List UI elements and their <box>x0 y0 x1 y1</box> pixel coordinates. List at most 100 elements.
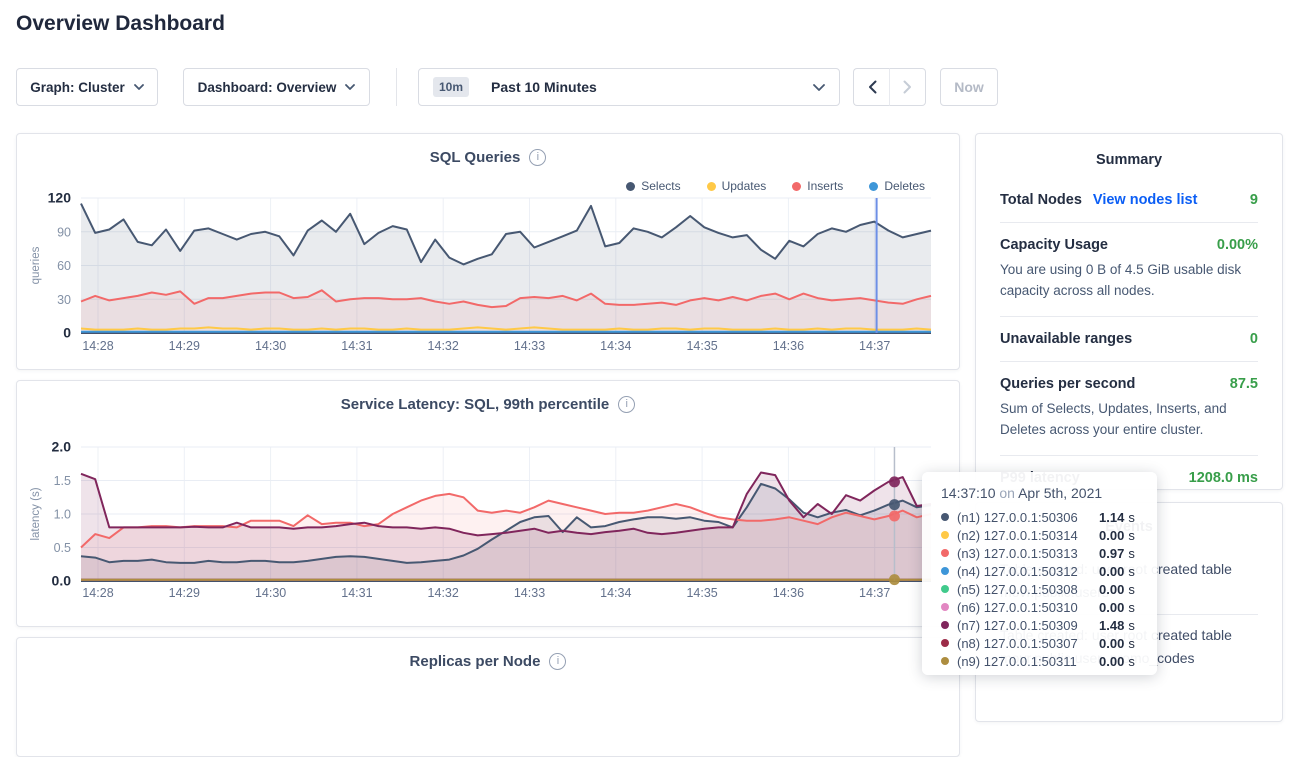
svg-text:120: 120 <box>48 190 72 206</box>
tooltip-node-label: (n2) 127.0.0.1:50314 <box>957 528 1099 543</box>
svg-text:latency (s): latency (s) <box>30 487 42 540</box>
time-forward-button[interactable] <box>889 68 926 106</box>
tooltip-node-unit: s <box>1128 618 1135 633</box>
tooltip-timestamp: 14:37:10 on Apr 5th, 2021 <box>941 485 1157 501</box>
svg-text:14:32: 14:32 <box>428 586 459 600</box>
summary-row: Total Nodes View nodes list 9 <box>1000 192 1258 208</box>
summary-title: Summary <box>1000 152 1258 168</box>
svg-text:30: 30 <box>57 293 71 307</box>
summary-row-value: 87.5 <box>1230 376 1258 392</box>
graph-dropdown[interactable]: Graph: Cluster <box>16 68 158 106</box>
replicas-chart-title: Replicas per Node <box>410 653 541 670</box>
tooltip-node-value: 1.14 <box>1099 510 1124 525</box>
arrow-right-icon <box>903 80 912 94</box>
summary-row-value: 0 <box>1250 331 1258 347</box>
series-dot-icon <box>941 513 949 521</box>
tooltip-node-unit: s <box>1128 564 1135 579</box>
summary-panel: Summary Total Nodes View nodes list 9 Capac… <box>975 133 1283 490</box>
svg-text:2.0: 2.0 <box>52 439 72 455</box>
tooltip-node-value: 0.00 <box>1099 600 1124 615</box>
svg-text:14:28: 14:28 <box>82 339 113 353</box>
svg-text:14:33: 14:33 <box>514 586 545 600</box>
tooltip-node-unit: s <box>1128 636 1135 651</box>
svg-text:1.0: 1.0 <box>54 508 71 522</box>
replicas-per-node-card: Replicas per Node i <box>16 637 960 757</box>
dashboard-dropdown[interactable]: Dashboard: Overview <box>183 68 370 106</box>
svg-text:0.5: 0.5 <box>54 541 71 555</box>
graph-dropdown-label: Graph: Cluster <box>30 80 125 95</box>
svg-text:14:32: 14:32 <box>428 339 459 353</box>
chart-tooltip: 14:37:10 on Apr 5th, 2021 (n1) 127.0.0.1… <box>922 472 1157 675</box>
svg-text:queries: queries <box>30 246 42 284</box>
series-dot-icon <box>941 639 949 647</box>
tooltip-node-value: 0.00 <box>1099 528 1124 543</box>
sql-queries-chart[interactable]: 14:28 14:29 14:30 14:31 14:32 14:33 14:34 14:35… <box>17 134 961 371</box>
svg-text:14:31: 14:31 <box>341 586 372 600</box>
summary-divider <box>1000 361 1258 362</box>
svg-text:14:35: 14:35 <box>686 339 717 353</box>
tooltip-node-unit: s <box>1128 600 1135 615</box>
summary-row-description: You are using 0 B of 4.5 GiB usable disk… <box>1000 260 1258 302</box>
tooltip-node-label: (n5) 127.0.0.1:50308 <box>957 582 1099 597</box>
svg-text:14:29: 14:29 <box>169 339 200 353</box>
summary-divider <box>1000 316 1258 317</box>
svg-text:1.5: 1.5 <box>54 474 71 488</box>
info-icon[interactable]: i <box>549 653 566 670</box>
tooltip-node-unit: s <box>1128 546 1135 561</box>
svg-text:14:33: 14:33 <box>514 339 545 353</box>
svg-text:14:36: 14:36 <box>773 339 804 353</box>
tooltip-node-label: (n4) 127.0.0.1:50312 <box>957 564 1099 579</box>
summary-row: Unavailable ranges0 <box>1000 331 1258 347</box>
svg-text:14:34: 14:34 <box>600 339 631 353</box>
tooltip-node-unit: s <box>1128 654 1135 669</box>
svg-text:14:30: 14:30 <box>255 339 286 353</box>
chevron-down-icon <box>813 84 825 91</box>
tooltip-node-value: 0.00 <box>1099 564 1124 579</box>
toolbar-divider <box>396 68 397 106</box>
svg-text:90: 90 <box>57 225 71 239</box>
series-dot-icon <box>941 603 949 611</box>
tooltip-node-row: (n1) 127.0.0.1:503061.14 s <box>941 508 1157 526</box>
sql-queries-card: SQL Queries i SelectsUpdatesInsertsDelet… <box>16 133 960 370</box>
dashboard-dropdown-label: Dashboard: Overview <box>198 80 337 95</box>
svg-text:14:31: 14:31 <box>341 339 372 353</box>
summary-row-value: 9 <box>1250 192 1258 208</box>
svg-text:14:34: 14:34 <box>600 586 631 600</box>
tooltip-node-row: (n4) 127.0.0.1:503120.00 s <box>941 562 1157 580</box>
tooltip-node-row: (n2) 127.0.0.1:503140.00 s <box>941 526 1157 544</box>
time-range-label: Past 10 Minutes <box>491 79 804 95</box>
summary-row: Queries per second 87.5 <box>1000 376 1258 392</box>
tooltip-node-value: 0.00 <box>1099 582 1124 597</box>
tooltip-node-value: 0.97 <box>1099 546 1124 561</box>
tooltip-node-unit: s <box>1128 528 1135 543</box>
service-latency-chart[interactable]: 14:2814:2914:3014:3114:3214:3314:3414:35… <box>17 381 961 628</box>
tooltip-node-label: (n1) 127.0.0.1:50306 <box>957 510 1099 525</box>
svg-text:14:37: 14:37 <box>859 339 890 353</box>
summary-row-label: Total Nodes <box>1000 192 1082 208</box>
tooltip-node-label: (n9) 127.0.0.1:50311 <box>957 654 1099 669</box>
view-nodes-link[interactable]: View nodes list <box>1093 192 1198 208</box>
now-button[interactable]: Now <box>940 68 998 106</box>
time-backward-button[interactable] <box>853 68 890 106</box>
tooltip-node-value: 0.00 <box>1099 654 1124 669</box>
arrow-left-icon <box>868 80 877 94</box>
chevron-down-icon <box>345 84 355 90</box>
summary-row-label: Capacity Usage <box>1000 237 1108 253</box>
series-dot-icon <box>941 567 949 575</box>
now-button-label: Now <box>954 79 984 95</box>
summary-row: Capacity Usage 0.00% <box>1000 237 1258 253</box>
time-range-select[interactable]: 10m Past 10 Minutes <box>418 68 840 106</box>
tooltip-node-label: (n8) 127.0.0.1:50307 <box>957 636 1099 651</box>
chevron-down-icon <box>134 84 144 90</box>
tooltip-node-unit: s <box>1128 510 1135 525</box>
series-dot-icon <box>941 657 949 665</box>
tooltip-node-row: (n7) 127.0.0.1:503091.48s <box>941 616 1157 634</box>
svg-text:14:29: 14:29 <box>169 586 200 600</box>
summary-row-label: Queries per second <box>1000 376 1135 392</box>
svg-text:0.0: 0.0 <box>52 573 72 589</box>
svg-text:14:30: 14:30 <box>255 586 286 600</box>
summary-divider <box>1000 455 1258 456</box>
tooltip-node-value: 0.00 <box>1099 636 1124 651</box>
summary-row-value: 0.00% <box>1217 237 1258 253</box>
tooltip-node-row: (n6) 127.0.0.1:503100.00s <box>941 598 1157 616</box>
